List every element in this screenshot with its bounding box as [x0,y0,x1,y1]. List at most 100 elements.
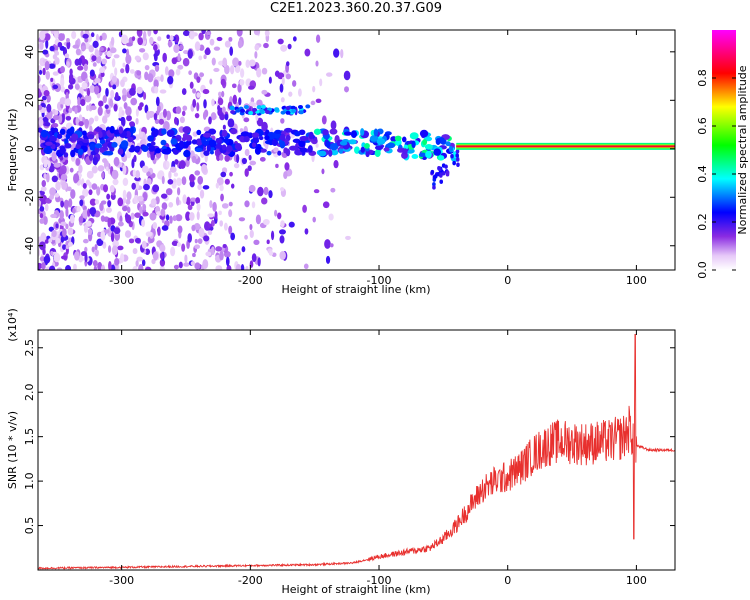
spectrogram-cell [168,201,174,208]
spectrogram-cell [69,68,73,76]
spectrogram-cell [185,211,191,222]
spectrogram-cell [131,36,136,42]
spectrogram-cell [194,244,201,250]
spectrogram-cell [79,199,84,207]
spectrogram-cell [68,198,73,208]
spectrogram-cell [159,252,164,260]
spectrogram-cell [92,62,97,67]
spectrogram-cell [207,223,213,228]
spectrogram-cell [227,118,235,128]
spectrogram-cell [134,212,141,218]
spectrogram-cell [277,212,282,220]
spectrogram-cell [149,36,154,45]
spectrogram-cell [159,89,167,94]
spectrogram-cell [129,87,136,96]
spectrogram-cell [98,131,103,138]
spectrogram-cell [160,193,168,199]
spectrogram-cell [52,114,60,121]
spectrogram-cell [49,187,56,196]
spectrogram-cell [51,229,57,238]
spectrogram-cell [135,117,139,125]
spectrogram-cell [125,63,130,74]
spectrogram-cell [201,30,206,35]
spectrogram-y-tick-label: 40 [23,45,36,59]
spectrogram-cell [236,30,243,37]
spectrogram-cell [291,108,297,113]
spectrogram-cell [251,142,257,148]
spectrogram-cell [74,107,78,115]
spectrogram-cell [173,172,179,177]
spectrogram-x-label: Height of straight line (km) [281,283,430,296]
spectrogram-cell [305,104,311,109]
spectrogram-cell [94,199,100,205]
spectrogram-cell [244,168,249,177]
spectrogram-cell [374,149,381,158]
spectrogram-cell [54,110,59,116]
spectrogram-cell [85,78,89,84]
snr-y-tick-label: 0.5 [23,517,36,535]
spectrogram-cell [83,63,88,72]
spectrogram-cell [171,240,179,246]
spectrogram-cell [86,87,91,96]
spectrogram-cell [437,166,441,171]
spectrogram-cell [39,206,45,212]
spectrogram-cell [170,138,178,145]
spectrogram-heatmap [38,30,675,270]
colorbar-tick-label: 0.4 [696,165,709,183]
spectrogram-cell [229,106,235,111]
spectrogram-cell [257,186,264,197]
spectrogram-x-tick-label: 100 [626,274,647,287]
spectrogram-cell [41,262,46,270]
spectrogram-cell [394,135,402,142]
spectrogram-cell [330,187,336,193]
spectrogram-cell [220,78,226,86]
spectrogram-cell [249,224,253,231]
spectrogram-cell [122,62,126,68]
spectrogram-cell [151,130,158,138]
spectrogram-cell [169,166,177,173]
spectrogram-cell [150,198,157,207]
spectrogram-cell [234,143,242,150]
spectrogram-cell [432,185,436,190]
spectrogram-cell [42,67,46,76]
spectrogram-cell [38,248,41,257]
spectrogram-cell [72,44,80,49]
spectrogram-cell [68,73,74,82]
spectrogram-cell [373,128,379,137]
spectrogram-y-tick-label: -20 [23,188,36,206]
spectrogram-cell [117,148,124,155]
spectrogram-cell [153,30,158,35]
spectrogram-cell [321,168,325,175]
spectrogram-cell [154,64,160,72]
spectrogram-cell [252,107,258,112]
spectrogram-cell [268,76,272,84]
spectrogram-cell [66,61,70,68]
spectrogram-cell [257,257,261,267]
spectrogram-cell [85,220,92,227]
spectrogram-cell [162,52,167,63]
spectrogram-cell [208,116,212,125]
spectrogram-cell [262,218,270,226]
spectrogram-cell [230,232,236,241]
spectrogram-cell [312,216,316,223]
spectrogram-cell [256,117,264,127]
spectrogram-cell [181,110,186,117]
spectrogram-cell [248,59,256,67]
colorbar-tick-label: 0.6 [696,117,709,135]
spectrogram-cell [52,71,59,76]
spectrogram-cell [445,170,450,175]
spectrogram-cell [179,116,185,124]
spectrogram-cell [48,265,56,270]
spectrogram-cell [264,109,270,114]
spectrogram-cell [99,46,104,52]
spectrogram-cell [152,222,158,229]
spectrogram-cell [45,38,49,49]
spectrogram-cell [65,115,72,121]
spectrogram-cell [228,201,233,207]
spectrogram-cell [164,66,169,76]
spectrogram-cell [254,146,261,155]
spectrogram-cell [94,243,98,251]
spectrogram-cell [125,198,131,205]
spectrogram-cell [325,72,333,77]
